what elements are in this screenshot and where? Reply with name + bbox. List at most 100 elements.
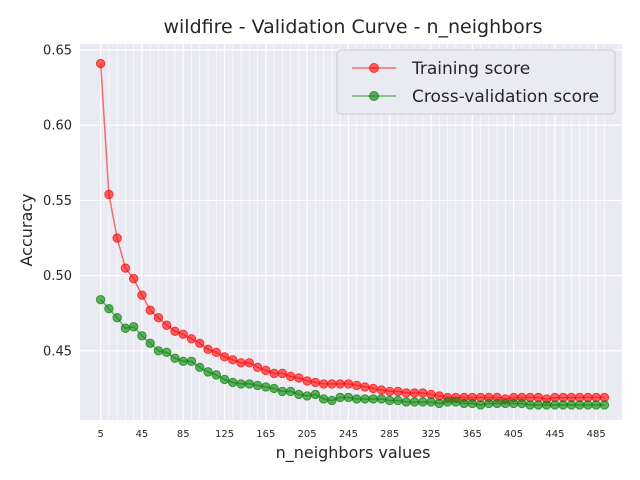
data-point <box>170 353 180 364</box>
y-tick-labels: 0.45 0.50 0.55 0.60 0.65 <box>43 44 72 360</box>
data-point <box>128 322 139 332</box>
legend-label-cv: Cross-validation score <box>412 87 599 107</box>
data-point <box>186 356 197 367</box>
x-tick-label: 125 <box>215 429 234 440</box>
data-point <box>459 398 469 409</box>
data-point <box>137 290 147 300</box>
data-point <box>302 376 312 386</box>
data-point <box>434 398 444 409</box>
data-point <box>195 338 205 348</box>
x-tick-label: 205 <box>298 429 317 440</box>
x-tick-label: 285 <box>380 429 399 440</box>
data-point <box>285 371 296 382</box>
data-point <box>409 388 420 398</box>
data-point <box>219 352 230 362</box>
x-tick-label: 445 <box>545 429 564 440</box>
data-point <box>335 379 345 389</box>
data-point <box>195 362 205 373</box>
x-tick-label: 165 <box>256 429 275 440</box>
data-point <box>318 394 329 404</box>
data-point <box>228 355 238 365</box>
y-tick-label: 0.65 <box>43 44 72 59</box>
chart-title: wildfire - Validation Curve - n_neighbor… <box>163 16 542 38</box>
data-point <box>236 379 246 389</box>
data-point <box>153 346 164 356</box>
data-point <box>591 400 601 410</box>
data-point <box>302 391 312 401</box>
data-point <box>583 400 593 410</box>
x-tick-label: 365 <box>463 429 482 440</box>
data-point <box>211 370 221 380</box>
data-point <box>261 382 271 392</box>
data-point <box>533 400 544 410</box>
data-point <box>277 368 288 379</box>
data-point <box>385 395 395 406</box>
data-point <box>236 358 246 368</box>
data-point <box>211 347 221 358</box>
legend-box <box>336 49 616 115</box>
data-point <box>112 233 122 243</box>
data-point <box>104 304 114 314</box>
data-point <box>343 392 354 403</box>
data-point <box>409 397 420 407</box>
data-point <box>145 305 155 315</box>
data-point <box>153 313 164 323</box>
data-point <box>360 382 370 392</box>
data-point <box>376 385 387 395</box>
data-point <box>269 368 279 379</box>
data-point <box>393 395 403 406</box>
data-point <box>269 383 279 394</box>
data-point <box>203 344 213 355</box>
y-tick-label: 0.55 <box>43 194 72 209</box>
x-tick-label: 85 <box>177 429 190 440</box>
data-point <box>294 373 304 383</box>
legend-marker-cv <box>369 91 379 101</box>
data-point <box>351 394 362 404</box>
data-point <box>393 386 403 397</box>
data-point <box>261 365 271 376</box>
data-point <box>550 400 560 410</box>
data-point <box>294 389 304 400</box>
x-tick-label: 5 <box>97 429 103 440</box>
data-point <box>500 398 511 409</box>
data-point <box>104 189 114 200</box>
data-point <box>162 320 172 330</box>
data-point <box>170 326 180 336</box>
data-point <box>203 367 213 377</box>
legend-label-training: Training score <box>411 59 530 79</box>
y-tick-label: 0.50 <box>43 269 72 284</box>
data-point <box>566 400 577 410</box>
data-point <box>244 358 255 368</box>
legend: Training score Cross-validation score <box>336 49 616 115</box>
data-point <box>327 379 337 389</box>
data-point <box>145 338 155 348</box>
data-point <box>401 388 411 398</box>
data-point <box>574 400 585 410</box>
data-point <box>318 379 329 389</box>
data-point <box>451 397 461 407</box>
data-point <box>492 398 502 409</box>
data-point <box>418 397 428 407</box>
data-point <box>310 377 321 388</box>
data-point <box>178 356 188 367</box>
data-point <box>541 400 552 410</box>
data-point <box>343 379 354 389</box>
data-point <box>310 389 321 400</box>
data-point <box>442 397 453 407</box>
x-tick-labels: 5 45 85 125 165 205 245 285 325 365 405 445 485 <box>97 429 605 440</box>
data-point <box>228 377 238 388</box>
data-point <box>112 313 122 323</box>
data-point <box>277 386 288 397</box>
data-point <box>351 380 362 391</box>
data-point <box>186 334 197 344</box>
data-point <box>426 397 436 407</box>
data-point <box>252 362 263 373</box>
legend-marker-training <box>369 63 379 73</box>
data-point <box>335 392 345 403</box>
x-tick-label: 405 <box>504 429 523 440</box>
data-point <box>162 347 172 358</box>
data-point <box>475 400 486 410</box>
data-point <box>525 400 535 410</box>
data-point <box>508 398 519 409</box>
